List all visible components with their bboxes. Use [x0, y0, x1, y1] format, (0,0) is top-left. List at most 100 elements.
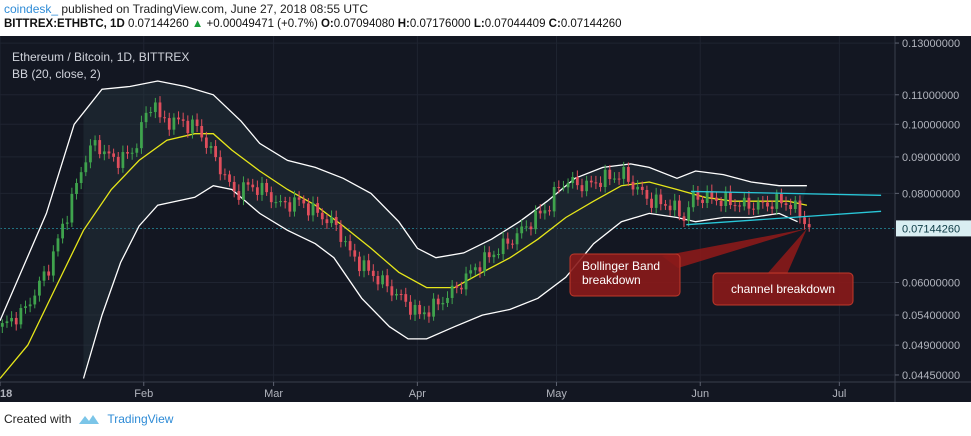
candle-body [246, 182, 250, 185]
candle-body [497, 254, 500, 256]
candle-body [371, 270, 375, 276]
callout-box-channel [712, 272, 854, 306]
channel-line [690, 190, 882, 196]
candle-body [330, 217, 333, 224]
candle-body [325, 219, 329, 224]
y-tick-label: 0.10000000 [902, 119, 960, 131]
candle-body [228, 174, 231, 182]
candle-body [464, 273, 468, 290]
candle-body [552, 187, 556, 212]
candle-body [701, 199, 704, 204]
x-tick-label: Mar [264, 388, 283, 400]
candle-body [163, 117, 167, 119]
candle-body [803, 217, 806, 225]
candle-body [47, 271, 51, 276]
candle-body [409, 301, 412, 315]
candle-body [334, 217, 338, 225]
annotation-bollinger: Bollinger Band breakdown [582, 259, 660, 287]
price-chart[interactable]: Bollinger Band breakdown channel breakdown… [0, 36, 971, 402]
candle-body [33, 295, 37, 305]
x-tick-label: Jul [832, 388, 846, 400]
candle-body [255, 187, 259, 195]
candle-body [293, 197, 296, 212]
price-change: +0.00049471 (+0.7%) [206, 18, 318, 30]
chart-area[interactable]: Bollinger Band breakdown channel breakdown… [0, 36, 971, 402]
candle-body [0, 323, 4, 327]
candle-body [450, 285, 454, 298]
candle-body [251, 184, 255, 188]
candle-body [446, 297, 449, 303]
author-link[interactable]: coindesk_ [4, 2, 59, 16]
y-tick-label: 0.05400000 [902, 310, 960, 322]
price-axis[interactable]: 0.13000000 0.11000000 0.10000000 0.09000000… [895, 38, 971, 382]
candle-body [543, 210, 547, 214]
candle-body [640, 186, 644, 190]
candle-body [487, 252, 491, 258]
candle-body [242, 182, 245, 200]
low-value: 0.07044409 [484, 18, 546, 30]
candle-body [436, 298, 440, 305]
candle-body [395, 293, 398, 296]
x-tick-label: 2018 [0, 388, 12, 400]
candle-body [237, 191, 241, 200]
candle-body [223, 174, 227, 176]
candle-body [511, 243, 514, 245]
candle-body [283, 200, 287, 203]
created-with-label: Created with [4, 412, 72, 426]
candle-body [654, 194, 658, 208]
candle-body [770, 206, 774, 209]
tradingview-link[interactable]: TradingView [107, 412, 174, 426]
footer: Created with TradingView [4, 412, 173, 426]
x-tick-label: Apr [409, 388, 426, 400]
candle-body [362, 260, 366, 272]
candle-body [789, 205, 793, 209]
candle-body [622, 166, 626, 179]
candle-body [469, 270, 473, 274]
candle-body [130, 152, 134, 154]
candle-body [585, 180, 589, 192]
candle-body [529, 226, 533, 230]
candle-body [687, 207, 691, 221]
candle-body [691, 191, 695, 208]
plot-area[interactable] [0, 36, 895, 382]
candle-body [65, 222, 69, 224]
annotations: Bollinger Band breakdown channel breakdown [569, 228, 854, 306]
bb-fill [83, 81, 807, 379]
candle-body [664, 204, 667, 206]
candle-body [807, 224, 811, 228]
candle-body [172, 117, 176, 130]
y-tick-label: 0.11000000 [902, 90, 959, 102]
candle-body [566, 183, 570, 188]
close-value: 0.07144260 [560, 18, 622, 30]
candle-body [269, 192, 273, 203]
bb-upper-line [0, 80, 807, 322]
candle-body [265, 182, 269, 193]
callout-pointer [662, 228, 807, 268]
candle-body [14, 317, 18, 325]
candle-body [728, 192, 732, 206]
candle-body [5, 321, 9, 324]
candle-body [506, 238, 510, 244]
bb-lower-line [82, 185, 798, 379]
candle-body [733, 205, 737, 207]
candle-body [79, 172, 83, 184]
candle-body [798, 200, 802, 218]
candle-body [218, 157, 222, 175]
candle-body [348, 241, 352, 251]
candle-body [603, 169, 607, 188]
candle-body [455, 285, 459, 288]
candle-body [121, 152, 125, 168]
candle-body [594, 182, 598, 184]
candle-body [515, 233, 519, 245]
symbol-label: BITTREX:ETHBTC, 1D [4, 18, 125, 30]
callout-box-bollinger [569, 253, 681, 297]
chart-title: Ethereum / Bitcoin, 1D, BITTREX [12, 50, 189, 64]
candle-body [56, 238, 60, 252]
candle-body [524, 226, 528, 228]
candle-body [413, 304, 417, 315]
time-axis[interactable]: 2018 Feb Mar Apr May Jun Jul [0, 382, 846, 400]
candle-body [742, 197, 746, 207]
candle-body [84, 162, 88, 173]
channel-line [686, 210, 882, 226]
candle-body [381, 275, 384, 285]
